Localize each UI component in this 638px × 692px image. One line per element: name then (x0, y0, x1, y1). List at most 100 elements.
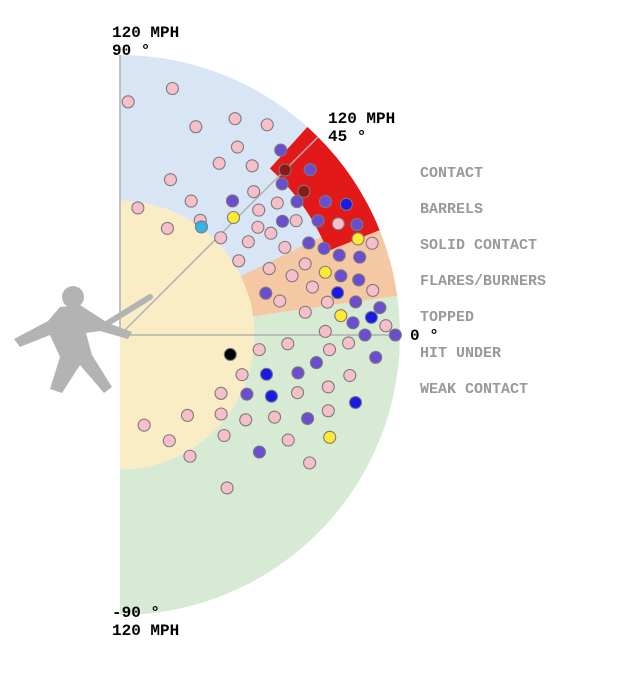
contact-point (304, 164, 316, 176)
contact-point (344, 370, 356, 382)
contact-point (332, 287, 344, 299)
contact-point (353, 274, 365, 286)
contact-point (224, 348, 236, 360)
contact-point (276, 178, 288, 190)
contact-point (132, 202, 144, 214)
contact-point (370, 351, 382, 363)
contact-point (271, 197, 283, 209)
contact-point (195, 221, 207, 233)
contact-point (321, 296, 333, 308)
contact-point (279, 241, 291, 253)
contact-point (248, 186, 260, 198)
contact-point (215, 408, 227, 420)
contact-point (323, 344, 335, 356)
contact-point (240, 414, 252, 426)
contact-point (290, 215, 302, 227)
contact-point (380, 320, 392, 332)
contact-point (322, 381, 334, 393)
contact-point (389, 329, 401, 341)
contact-point (299, 306, 311, 318)
contact-point (263, 263, 275, 275)
contact-point (190, 121, 202, 133)
axis-top-deg: 90 ° (112, 42, 150, 60)
contact-point (322, 405, 334, 417)
contact-point (282, 338, 294, 350)
contact-point (252, 221, 264, 233)
contact-point (164, 174, 176, 186)
contact-point (138, 419, 150, 431)
contact-point (333, 249, 345, 261)
contact-point (298, 185, 310, 197)
contact-point (292, 367, 304, 379)
contact-point (242, 236, 254, 248)
contact-point (215, 232, 227, 244)
contact-point (310, 357, 322, 369)
contact-point (233, 255, 245, 267)
contact-point (213, 157, 225, 169)
legend-item: TOPPED (420, 309, 474, 326)
contact-point (291, 196, 303, 208)
contact-chart: 120 MPH90 °120 MPH45 °0 °-90 °120 MPHCON… (0, 0, 638, 692)
contact-point (319, 196, 331, 208)
contact-point (324, 431, 336, 443)
contact-point (335, 270, 347, 282)
contact-point (352, 233, 364, 245)
contact-point (229, 113, 241, 125)
contact-point (236, 369, 248, 381)
contact-point (359, 329, 371, 341)
axis-45-deg: 45 ° (328, 128, 366, 146)
contact-point (347, 317, 359, 329)
contact-point (366, 237, 378, 249)
contact-point (265, 227, 277, 239)
contact-point (332, 218, 344, 230)
axis-bot-mph: 120 MPH (112, 622, 179, 640)
contact-point (231, 141, 243, 153)
contact-point (351, 219, 363, 231)
contact-point (227, 212, 239, 224)
legend-item: CONTACT (420, 165, 483, 182)
contact-point (319, 325, 331, 337)
contact-point (218, 429, 230, 441)
legend-item: HIT UNDER (420, 345, 501, 362)
contact-point (261, 368, 273, 380)
chart-svg: 120 MPH90 °120 MPH45 °0 °-90 °120 MPHCON… (0, 0, 638, 692)
contact-point (303, 237, 315, 249)
contact-point (350, 296, 362, 308)
contact-point (286, 270, 298, 282)
contact-point (166, 83, 178, 95)
contact-point (161, 222, 173, 234)
contact-point (226, 195, 238, 207)
contact-point (163, 435, 175, 447)
contact-point (265, 390, 277, 402)
axis-bot-deg: -90 ° (112, 604, 160, 622)
contact-point (276, 215, 288, 227)
contact-point (185, 195, 197, 207)
contact-point (299, 258, 311, 270)
contact-point (374, 302, 386, 314)
contact-point (122, 96, 134, 108)
contact-point (304, 457, 316, 469)
contact-point (215, 387, 227, 399)
contact-point (306, 281, 318, 293)
contact-point (241, 388, 253, 400)
contact-point (354, 251, 366, 263)
legend-item: SOLID CONTACT (420, 237, 537, 254)
contact-point (253, 204, 265, 216)
contact-point (318, 242, 330, 254)
contact-point (292, 387, 304, 399)
contact-point (253, 344, 265, 356)
contact-point (312, 215, 324, 227)
contact-point (181, 409, 193, 421)
contact-point (279, 164, 291, 176)
legend-item: BARRELS (420, 201, 483, 218)
axis-top-mph: 120 MPH (112, 24, 179, 42)
contact-point (340, 198, 352, 210)
legend-item: WEAK CONTACT (420, 381, 528, 398)
contact-point (335, 310, 347, 322)
contact-point (343, 337, 355, 349)
axis-0-deg: 0 ° (410, 327, 439, 345)
contact-point (253, 446, 265, 458)
contact-point (184, 450, 196, 462)
contact-point (275, 144, 287, 156)
contact-point (246, 160, 258, 172)
